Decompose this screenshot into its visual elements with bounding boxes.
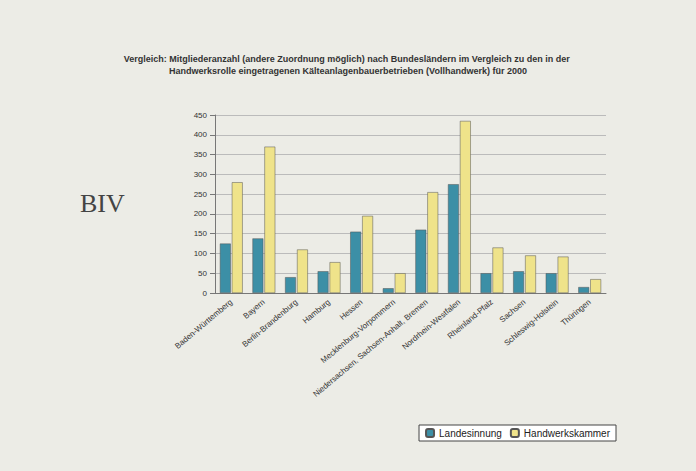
svg-text:Nordrhein-Westfalen: Nordrhein-Westfalen — [400, 298, 462, 352]
svg-text:Hessen: Hessen — [338, 298, 365, 322]
svg-text:Thüringen: Thüringen — [559, 298, 592, 328]
svg-text:0: 0 — [203, 289, 208, 298]
svg-text:250: 250 — [194, 190, 208, 199]
svg-text:Handwerksrolle eingetragenen K: Handwerksrolle eingetragenen Kälteanlage… — [169, 66, 527, 76]
svg-text:Vergleich: Mitgliederanzahl (a: Vergleich: Mitgliederanzahl (andere Zuor… — [124, 54, 573, 64]
svg-text:Baden-Württemberg: Baden-Württemberg — [173, 298, 234, 351]
svg-text:Sachsen: Sachsen — [498, 298, 528, 325]
svg-text:Mecklenburg-Vorpommern: Mecklenburg-Vorpommern — [319, 297, 398, 366]
svg-text:Schleswig-Holstein: Schleswig-Holstein — [502, 298, 560, 348]
svg-text:350: 350 — [194, 150, 208, 159]
svg-text:Berlin-Brandenburg: Berlin-Brandenburg — [240, 298, 299, 349]
svg-text:Landesinnung: Landesinnung — [439, 428, 502, 439]
svg-text:BIV: BIV — [80, 189, 125, 218]
svg-text:Rheinland-Pfalz: Rheinland-Pfalz — [446, 298, 495, 341]
svg-text:Niedersachsen, Sachsen-Anhalt,: Niedersachsen, Sachsen-Anhalt, Bremen — [311, 298, 429, 399]
svg-text:100: 100 — [194, 249, 208, 258]
svg-text:50: 50 — [198, 269, 207, 278]
svg-text:Hamburg: Hamburg — [301, 298, 332, 326]
svg-text:400: 400 — [194, 130, 208, 139]
svg-text:150: 150 — [194, 229, 208, 238]
svg-text:450: 450 — [194, 111, 208, 120]
svg-text:Bayern: Bayern — [242, 298, 267, 321]
svg-text:Handwerkskammer: Handwerkskammer — [524, 428, 611, 439]
svg-text:200: 200 — [194, 209, 208, 218]
svg-text:300: 300 — [194, 170, 208, 179]
